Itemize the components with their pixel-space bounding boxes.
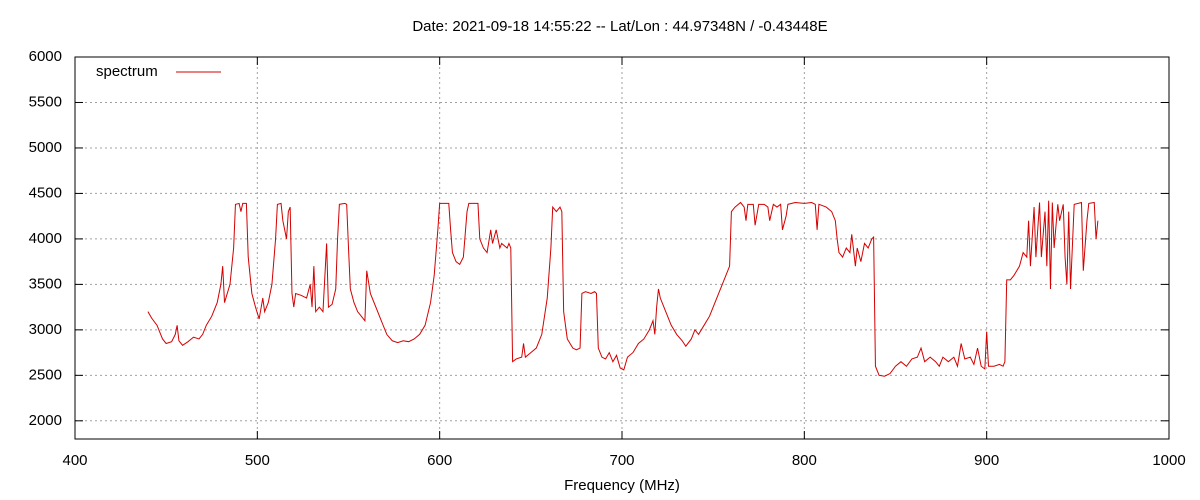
x-tick-label: 400 — [62, 452, 87, 469]
y-tick-label: 3000 — [29, 321, 62, 338]
y-tick-label: 6000 — [29, 48, 62, 65]
x-tick-label: 1000 — [1152, 452, 1185, 469]
plot-border — [74, 56, 1170, 440]
x-tick-label: 800 — [792, 452, 817, 469]
x-tick-label: 900 — [974, 452, 999, 469]
y-tick-label: 2000 — [29, 412, 62, 429]
legend-label: spectrum — [96, 63, 158, 80]
y-tick-label: 5500 — [29, 93, 62, 110]
y-tick-label: 3500 — [29, 275, 62, 292]
x-axis-label: Frequency (MHz) — [564, 477, 680, 494]
x-tick-label: 700 — [609, 452, 634, 469]
y-tick-label: 4000 — [29, 230, 62, 247]
chart-title: Date: 2021-09-18 14:55:22 -- Lat/Lon : 4… — [412, 18, 827, 35]
y-tick-label: 2500 — [29, 366, 62, 383]
x-tick-label: 500 — [245, 452, 270, 469]
y-tick-label: 5000 — [29, 139, 62, 156]
spectrum-line — [147, 200, 1099, 377]
y-tick-label: 4500 — [29, 184, 62, 201]
x-tick-label: 600 — [427, 452, 452, 469]
